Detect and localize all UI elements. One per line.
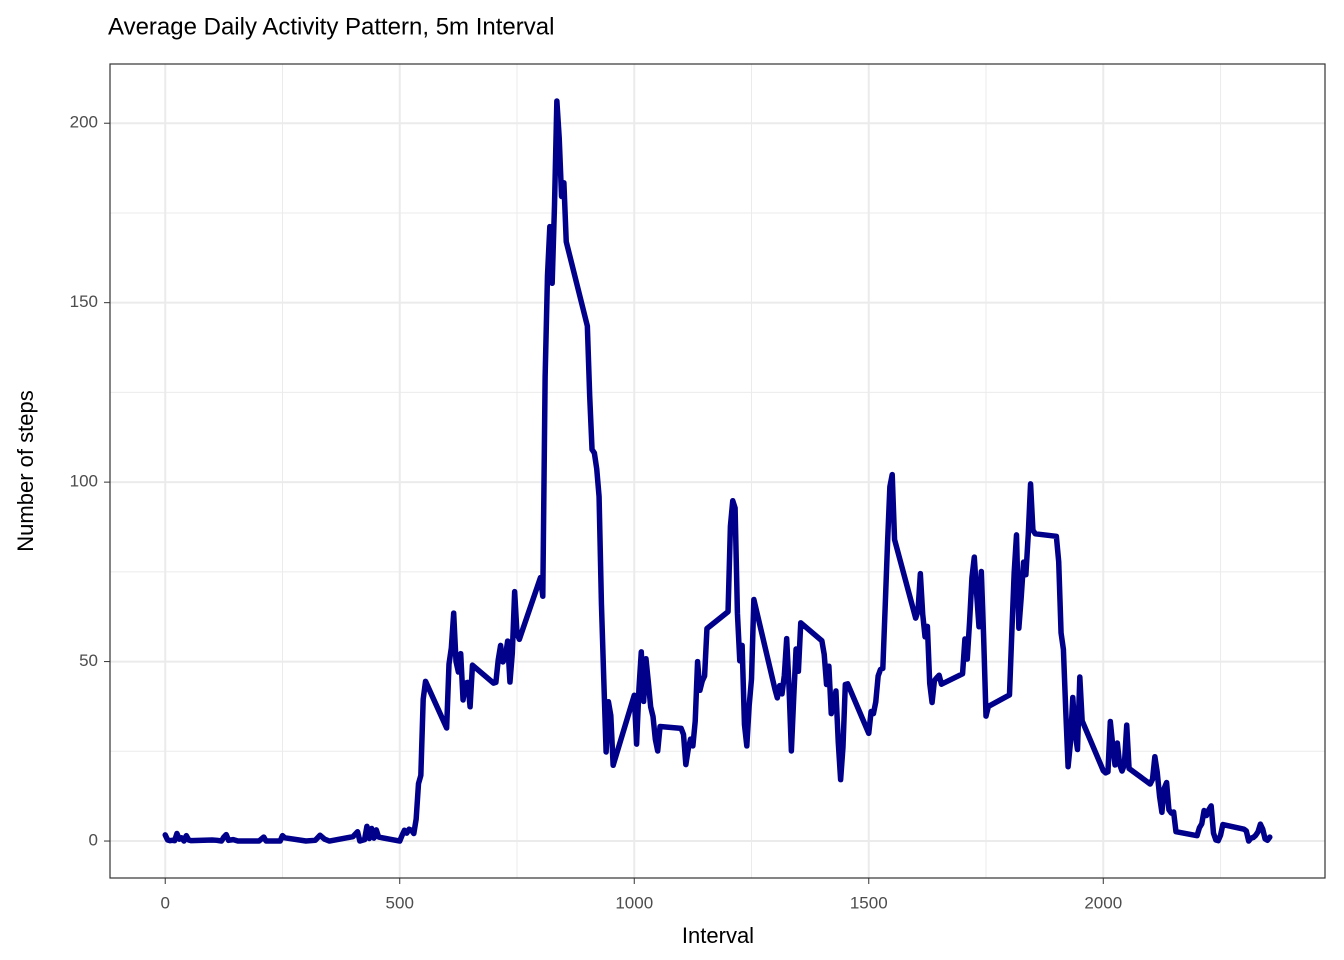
x-tick-label: 2000 xyxy=(1084,893,1122,912)
x-tick-label: 500 xyxy=(386,893,414,912)
x-axis-title: Interval xyxy=(682,923,754,948)
x-tick-label: 0 xyxy=(160,893,169,912)
y-tick-label: 200 xyxy=(70,113,98,132)
y-tick-label: 50 xyxy=(79,651,98,670)
x-tick-label: 1000 xyxy=(615,893,653,912)
panel-border xyxy=(109,63,1326,879)
y-axis-title: Number of steps xyxy=(13,390,38,551)
y-tick-label: 0 xyxy=(89,831,98,850)
chart-title: Average Daily Activity Pattern, 5m Inter… xyxy=(108,13,554,40)
y-tick-label: 100 xyxy=(70,472,98,491)
data-line xyxy=(162,98,1273,844)
x-tick-label: 1500 xyxy=(850,893,888,912)
y-tick-label: 150 xyxy=(70,292,98,311)
